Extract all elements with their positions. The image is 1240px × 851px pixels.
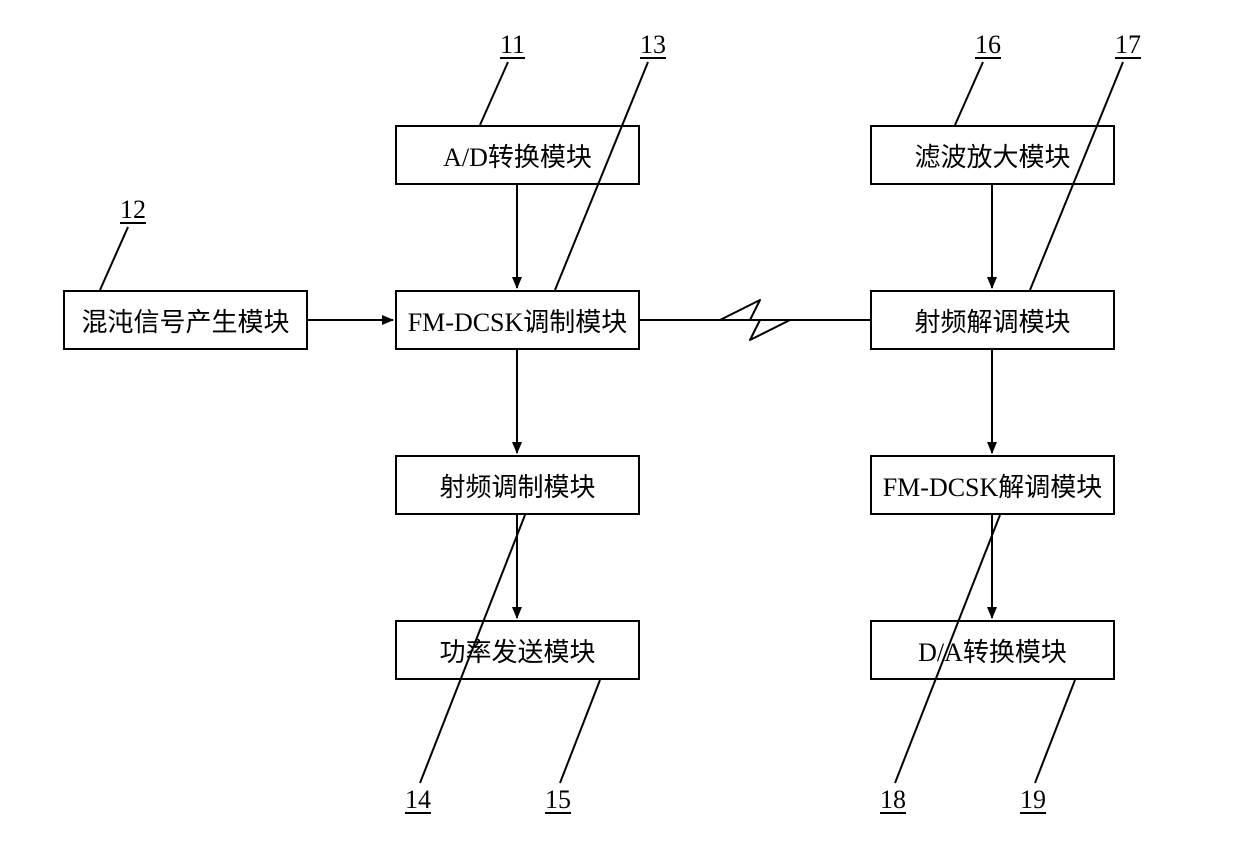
node-label: 射频解调模块 — [914, 302, 1070, 339]
node-label: FM-DCSK调制模块 — [408, 302, 628, 339]
ref-label-17: 17 — [1115, 30, 1141, 60]
leader-19 — [1035, 680, 1075, 783]
leader-15 — [560, 680, 600, 783]
ref-label-12: 12 — [120, 195, 146, 225]
node-fmdcsk-demodulator: FM-DCSK解调模块 — [870, 455, 1115, 515]
wireless-link-icon — [640, 300, 870, 340]
node-filter-amplifier: 滤波放大模块 — [870, 125, 1115, 185]
node-label: A/D转换模块 — [443, 137, 592, 174]
ref-label-19: 19 — [1020, 785, 1046, 815]
ref-label-13: 13 — [640, 30, 666, 60]
node-label: 功率发送模块 — [439, 632, 595, 669]
node-ad-converter: A/D转换模块 — [395, 125, 640, 185]
node-label: 射频调制模块 — [439, 467, 595, 504]
node-label: D/A转换模块 — [918, 632, 1067, 669]
ref-label-11: 11 — [500, 30, 525, 60]
node-rf-modulator: 射频调制模块 — [395, 455, 640, 515]
leader-11 — [480, 62, 508, 125]
node-chaotic-signal-generator: 混沌信号产生模块 — [63, 290, 308, 350]
ref-label-15: 15 — [545, 785, 571, 815]
ref-label-18: 18 — [880, 785, 906, 815]
leader-16 — [955, 62, 983, 125]
node-label: 滤波放大模块 — [914, 137, 1070, 174]
leader-12 — [100, 227, 128, 290]
diagram-canvas: 混沌信号产生模块 A/D转换模块 FM-DCSK调制模块 射频调制模块 功率发送… — [0, 0, 1240, 851]
node-da-converter: D/A转换模块 — [870, 620, 1115, 680]
node-label: 混沌信号产生模块 — [81, 302, 289, 339]
node-fmdcsk-modulator: FM-DCSK调制模块 — [395, 290, 640, 350]
node-label: FM-DCSK解调模块 — [883, 467, 1103, 504]
node-power-transmitter: 功率发送模块 — [395, 620, 640, 680]
ref-label-14: 14 — [405, 785, 431, 815]
ref-label-16: 16 — [975, 30, 1001, 60]
node-rf-demodulator: 射频解调模块 — [870, 290, 1115, 350]
